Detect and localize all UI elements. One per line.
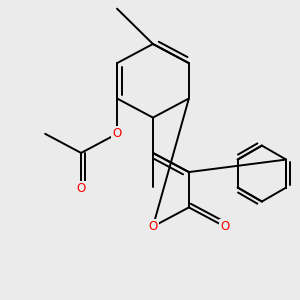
Text: O: O (76, 182, 86, 195)
Text: O: O (220, 220, 230, 233)
Text: O: O (148, 220, 158, 233)
Text: O: O (112, 127, 122, 140)
